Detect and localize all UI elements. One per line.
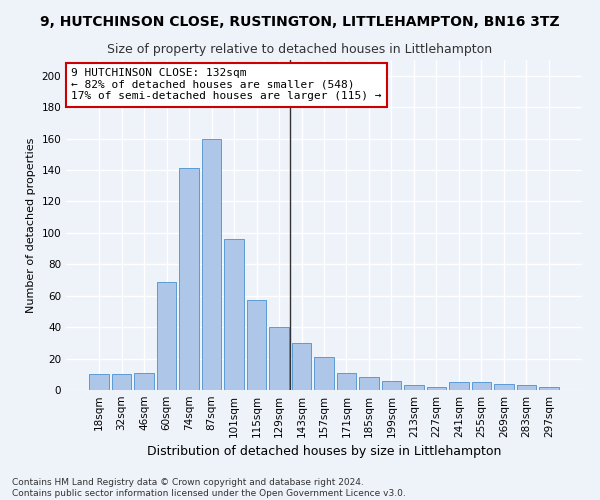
Y-axis label: Number of detached properties: Number of detached properties xyxy=(26,138,36,312)
Text: 9, HUTCHINSON CLOSE, RUSTINGTON, LITTLEHAMPTON, BN16 3TZ: 9, HUTCHINSON CLOSE, RUSTINGTON, LITTLEH… xyxy=(40,15,560,29)
Bar xyxy=(247,300,266,390)
Bar xyxy=(337,372,356,390)
Bar xyxy=(449,382,469,390)
Bar xyxy=(472,382,491,390)
Bar xyxy=(359,378,379,390)
Bar xyxy=(539,387,559,390)
Bar xyxy=(404,386,424,390)
Text: Size of property relative to detached houses in Littlehampton: Size of property relative to detached ho… xyxy=(107,42,493,56)
Bar xyxy=(224,239,244,390)
Bar xyxy=(202,138,221,390)
Bar xyxy=(382,380,401,390)
Bar xyxy=(89,374,109,390)
Bar xyxy=(157,282,176,390)
X-axis label: Distribution of detached houses by size in Littlehampton: Distribution of detached houses by size … xyxy=(147,446,501,458)
Bar xyxy=(134,372,154,390)
Bar xyxy=(517,386,536,390)
Bar xyxy=(427,387,446,390)
Bar xyxy=(314,357,334,390)
Text: Contains HM Land Registry data © Crown copyright and database right 2024.
Contai: Contains HM Land Registry data © Crown c… xyxy=(12,478,406,498)
Bar xyxy=(292,343,311,390)
Bar xyxy=(112,374,131,390)
Bar xyxy=(269,327,289,390)
Bar xyxy=(494,384,514,390)
Text: 9 HUTCHINSON CLOSE: 132sqm
← 82% of detached houses are smaller (548)
17% of sem: 9 HUTCHINSON CLOSE: 132sqm ← 82% of deta… xyxy=(71,68,382,102)
Bar xyxy=(179,168,199,390)
